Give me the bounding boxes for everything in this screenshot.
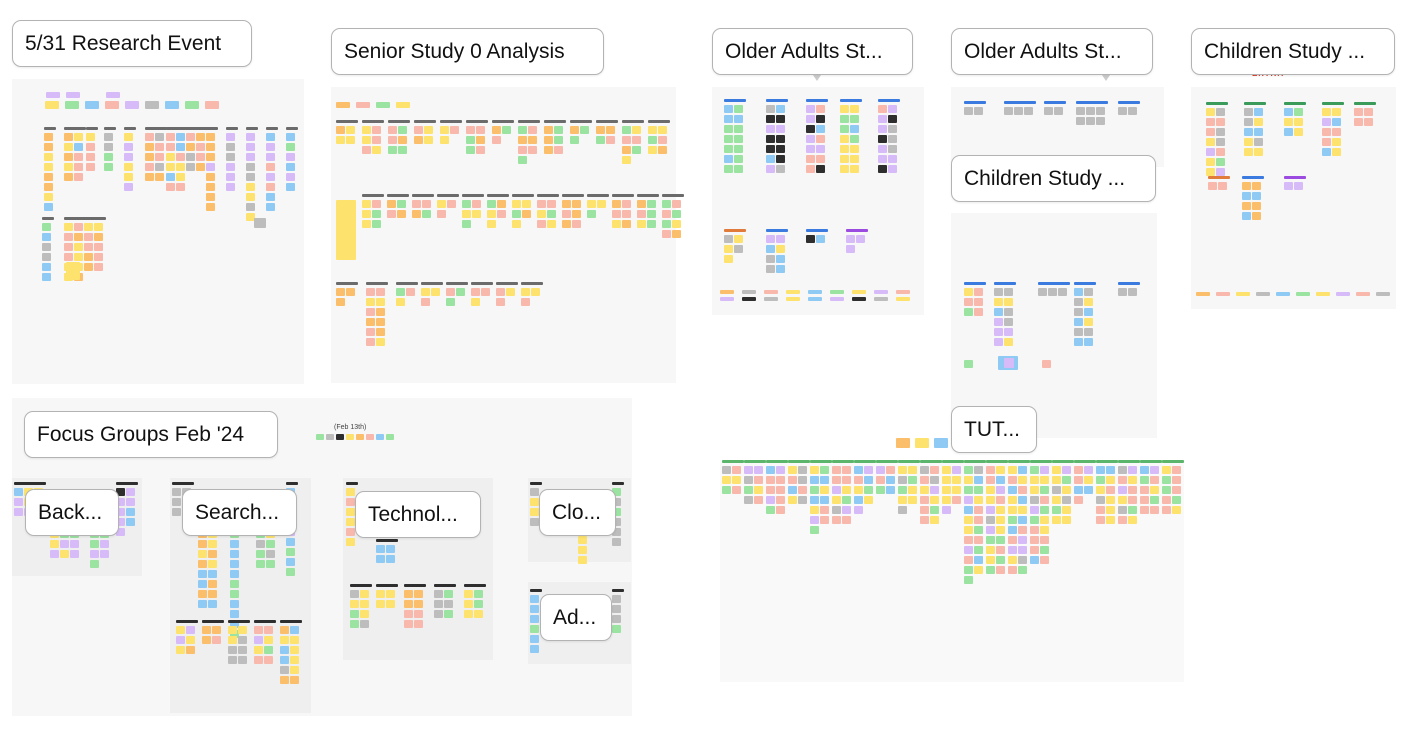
section-title-clo[interactable]: Clo... — [539, 489, 616, 536]
section-title-children-study-1[interactable]: Children Study ... — [1191, 28, 1395, 75]
section-title-technology[interactable]: Technol... — [355, 491, 481, 538]
section-older-adults-1[interactable] — [712, 87, 924, 315]
section-title-older-adults-2[interactable]: Older Adults St... — [951, 28, 1153, 75]
sticky-note[interactable] — [915, 438, 929, 448]
comment-pointer — [1102, 75, 1110, 81]
focus-groups-date: (Feb 13th) — [334, 424, 367, 431]
section-title-ad[interactable]: Ad... — [540, 594, 612, 641]
comment-pointer — [813, 75, 821, 81]
section-title-children-study-2[interactable]: Children Study ... — [951, 155, 1156, 202]
section-children-study-1[interactable] — [1191, 87, 1396, 309]
section-title-focus-groups[interactable]: Focus Groups Feb '24 — [24, 411, 278, 458]
section-tut[interactable] — [720, 460, 1184, 682]
section-title-older-adults-1[interactable]: Older Adults St... — [712, 28, 913, 75]
section-title-tut[interactable]: TUT... — [951, 406, 1037, 453]
section-children-study-2[interactable] — [951, 213, 1157, 438]
section-title-senior-study[interactable]: Senior Study 0 Analysis — [331, 28, 604, 75]
section-title-research-event[interactable]: 5/31 Research Event — [12, 20, 252, 67]
section-title-search[interactable]: Search... — [182, 489, 297, 536]
section-older-adults-2[interactable] — [951, 87, 1164, 167]
sticky-note[interactable] — [934, 438, 948, 448]
sticky-note[interactable] — [896, 438, 910, 448]
section-title-background[interactable]: Back... — [25, 489, 119, 536]
section-research-event[interactable] — [12, 79, 304, 384]
section-senior-study[interactable] — [331, 87, 676, 383]
